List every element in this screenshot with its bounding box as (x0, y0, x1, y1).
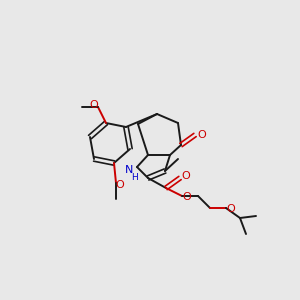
Text: O: O (116, 180, 124, 190)
Text: O: O (90, 100, 98, 110)
Text: N: N (125, 165, 133, 175)
Text: O: O (183, 192, 191, 202)
Text: H: H (130, 172, 137, 182)
Text: O: O (182, 171, 190, 181)
Text: O: O (198, 130, 206, 140)
Text: O: O (226, 204, 236, 214)
